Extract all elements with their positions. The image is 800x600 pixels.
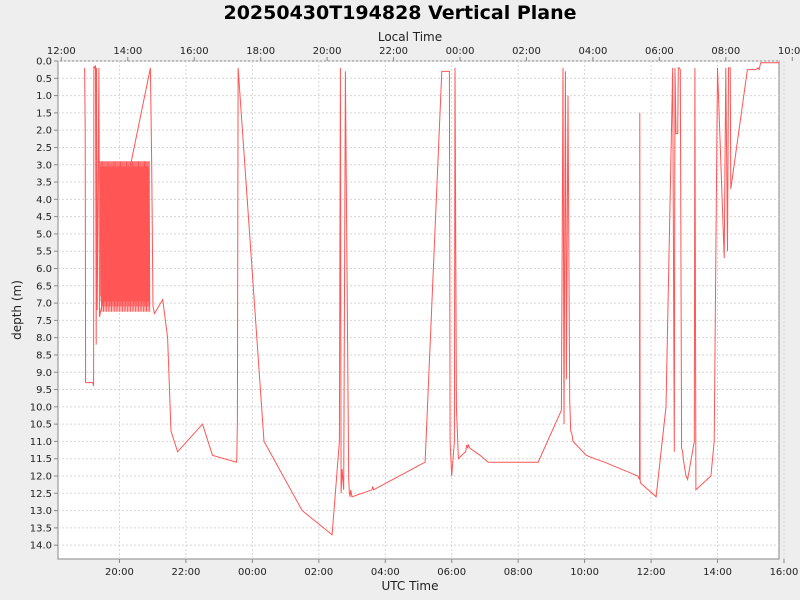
x-tick-label: 04:00 xyxy=(371,567,400,578)
x-tick-label: 08:00 xyxy=(504,567,533,578)
y-tick-label: 11.5 xyxy=(30,454,52,465)
x-tick-label: 00:00 xyxy=(238,567,267,578)
y-tick-label: 6.0 xyxy=(36,264,52,275)
y-tick-label: 14.0 xyxy=(30,541,52,552)
top-tick-label: 10:00 xyxy=(778,46,800,57)
top-tick-label: 20:00 xyxy=(313,46,342,57)
y-axis-label: depth (m) xyxy=(10,280,24,340)
y-tick-label: 2.0 xyxy=(36,126,52,137)
y-tick-label: 12.0 xyxy=(30,472,52,483)
x-tick-label: 06:00 xyxy=(437,567,466,578)
top-tick-label: 02:00 xyxy=(512,46,541,57)
x-axis-label: UTC Time xyxy=(382,579,439,593)
top-tick-label: 00:00 xyxy=(446,46,475,57)
y-tick-label: 4.0 xyxy=(36,195,52,206)
y-tick-label: 3.5 xyxy=(36,178,52,189)
y-tick-label: 3.0 xyxy=(36,160,52,171)
top-tick-label: 14:00 xyxy=(113,46,142,57)
top-tick-label: 04:00 xyxy=(579,46,608,57)
y-tick-label: 4.5 xyxy=(36,212,52,223)
y-tick-label: 2.5 xyxy=(36,143,52,154)
y-tick-label: 10.0 xyxy=(30,402,52,413)
x-tick-label: 20:00 xyxy=(105,567,134,578)
y-tick-label: 5.0 xyxy=(36,229,52,240)
y-tick-label: 7.0 xyxy=(36,299,52,310)
top-tick-label: 16:00 xyxy=(180,46,209,57)
top-axis-label: Local Time xyxy=(378,30,442,44)
plot-area xyxy=(57,60,780,560)
y-tick-label: 10.5 xyxy=(30,420,52,431)
y-tick-label: 6.5 xyxy=(36,281,52,292)
x-tick-label: 16:00 xyxy=(770,567,799,578)
y-tick-label: 5.5 xyxy=(36,247,52,258)
y-tick-label: 9.5 xyxy=(36,385,52,396)
chart-title: 20250430T194828 Vertical Plane xyxy=(223,2,576,24)
y-tick-label: 11.0 xyxy=(30,437,52,448)
x-tick-label: 14:00 xyxy=(703,567,732,578)
y-tick-label: 0.0 xyxy=(36,57,52,68)
top-tick-label: 22:00 xyxy=(379,46,408,57)
y-tick-label: 0.5 xyxy=(36,74,52,85)
x-tick-label: 12:00 xyxy=(637,567,666,578)
y-tick-label: 12.5 xyxy=(30,489,52,500)
y-tick-label: 8.0 xyxy=(36,333,52,344)
top-tick-label: 08:00 xyxy=(711,46,740,57)
y-tick-label: 7.5 xyxy=(36,316,52,327)
y-tick-label: 13.0 xyxy=(30,506,52,517)
series-layer xyxy=(84,62,779,536)
series-line xyxy=(84,62,779,536)
top-tick-label: 12:00 xyxy=(47,46,76,57)
top-tick-label: 18:00 xyxy=(246,46,275,57)
tick-layer: 0.0 0.5 1.0 1.5 2.0 2.5 3.0 3.5 4.0 4.5 5.0 5.5 6.0 6… xyxy=(30,46,800,578)
x-tick-label: 10:00 xyxy=(570,567,599,578)
y-tick-label: 1.5 xyxy=(36,108,52,119)
top-tick-label: 06:00 xyxy=(645,46,674,57)
y-tick-label: 13.5 xyxy=(30,523,52,534)
yo-yo-profiles xyxy=(99,161,151,312)
y-tick-label: 8.5 xyxy=(36,350,52,361)
x-tick-label: 22:00 xyxy=(172,567,201,578)
grid xyxy=(58,60,785,559)
y-tick-label: 9.0 xyxy=(36,368,52,379)
y-tick-label: 1.0 xyxy=(36,91,52,102)
x-tick-label: 02:00 xyxy=(304,567,333,578)
